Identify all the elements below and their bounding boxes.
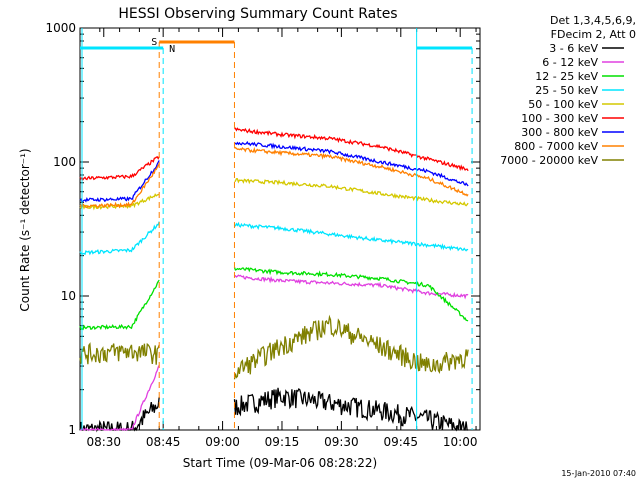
series-line-6-12-kev-pre — [80, 365, 160, 432]
series-line-100-300-kev-post — [234, 127, 469, 172]
y-tick-label: 1000 — [45, 21, 76, 35]
series-line-100-300-kev-pre — [79, 155, 160, 181]
legend-label: 25 - 50 keV — [535, 84, 598, 97]
series-line-300-800-kev-pre — [79, 160, 160, 203]
series-line-3-6-kev-pre — [79, 396, 160, 433]
series-line-6-12-kev-post — [234, 274, 469, 300]
y-tick-label: 1 — [68, 423, 76, 437]
legend-label: 6 - 12 keV — [542, 56, 598, 69]
series-line-12-25-kev-pre — [79, 279, 160, 331]
series-line-800-7000-kev-post — [234, 146, 469, 197]
y-axis-label: Count Rate (s⁻¹ detector⁻¹) — [18, 148, 32, 311]
timestamp: 15-Jan-2010 07:40 — [561, 469, 636, 478]
x-tick-label: 09:00 — [205, 435, 240, 449]
series-line-800-7000-kev-pre — [79, 163, 160, 210]
chart-title: HESSI Observing Summary Count Rates — [118, 6, 397, 22]
legend-header: Det 1,3,4,5,6,9,FDecim 2, Att 0 — [550, 14, 636, 41]
series-line-7000-20000-kev-post — [233, 314, 469, 380]
saa-marker-label: S — [151, 37, 157, 48]
x-tick-label: 08:30 — [86, 435, 121, 449]
legend-label: 100 - 300 keV — [521, 112, 598, 125]
series-line-3-6-kev-post — [233, 387, 469, 432]
x-tick-label: 10:00 — [443, 435, 478, 449]
series-line-12-25-kev-post — [233, 266, 469, 322]
series-line-25-50-kev-post — [234, 221, 469, 252]
series-line-50-100-kev-post — [234, 178, 469, 207]
axes: 1 10 100 1000 08:30 08:45 09:00 09:15 09:30 09:45… — [45, 21, 481, 449]
plot-frame — [79, 27, 481, 431]
legend-label: 800 - 7000 keV — [514, 140, 598, 153]
series-line-300-800-kev-post — [234, 140, 469, 187]
legend-header-line: Det 1,3,4,5,6,9, — [550, 14, 636, 27]
y-tick-label: 10 — [61, 289, 76, 303]
series-layer — [79, 127, 469, 433]
x-tick-label: 08:45 — [146, 435, 181, 449]
legend-label: 300 - 800 keV — [521, 126, 598, 139]
series-line-25-50-kev-pre — [79, 221, 160, 256]
markers-layer: SN — [80, 28, 473, 430]
legend-label: 50 - 100 keV — [528, 98, 598, 111]
legend-label: 12 - 25 keV — [535, 70, 598, 83]
y-tick-label: 100 — [53, 155, 76, 169]
legend-label: 7000 - 20000 keV — [500, 154, 598, 167]
legend-header-line: FDecim 2, Att 0 — [551, 28, 636, 41]
series-line-7000-20000-kev-pre — [79, 342, 160, 365]
x-tick-label: 09:45 — [383, 435, 418, 449]
x-axis-label: Start Time (09-Mar-06 08:28:22) — [183, 456, 377, 470]
night-marker-label: N — [169, 44, 175, 55]
x-tick-label: 09:15 — [265, 435, 300, 449]
x-tick-label: 09:30 — [324, 435, 359, 449]
legend-label: 3 - 6 keV — [549, 42, 598, 55]
